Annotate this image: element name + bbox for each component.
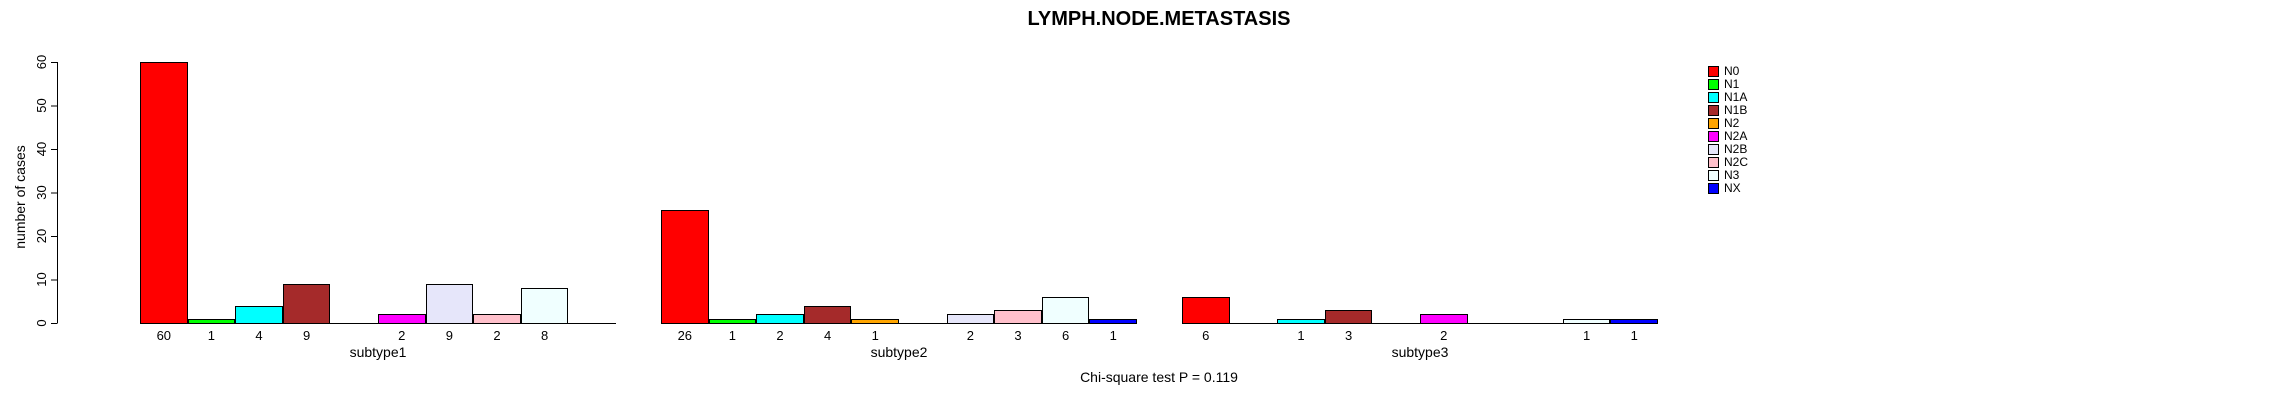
legend-label-N2C: N2C	[1724, 155, 1749, 169]
bar-subtype2-N0	[661, 209, 709, 324]
bar-value-label-subtype1-N1A: 4	[255, 328, 263, 343]
legend-color-swatch-N2B	[1708, 144, 1719, 155]
bar-subtype2-N2	[851, 318, 899, 324]
bar-subtype2-N2B	[946, 314, 995, 324]
legend-color-swatch-NX	[1708, 183, 1719, 194]
legend-color-swatch-N1A	[1708, 92, 1719, 103]
legend-label-N3: N3	[1724, 168, 1740, 182]
bar-value-label-subtype3-N1B: 3	[1344, 328, 1353, 343]
bar-value-label-subtype3-N2A: 2	[1440, 328, 1448, 343]
legend-item-N2: N2	[1708, 117, 1748, 130]
y-tick-label-60: 60	[34, 55, 49, 69]
bar-subtype3-N2A	[1420, 314, 1468, 324]
legend-color-swatch-N3	[1708, 170, 1719, 181]
bar-value-label-subtype3-NX: 1	[1630, 328, 1638, 343]
bar-value-label-subtype1-N3: 8	[540, 328, 549, 343]
bar-subtype1-N1A	[235, 305, 283, 324]
legend-label-NX: NX	[1724, 181, 1741, 195]
legend-label-N0: N0	[1724, 64, 1740, 78]
legend-label-N2: N2	[1724, 116, 1740, 130]
bar-subtype2-N1B	[803, 305, 852, 324]
bar-subtype1-N3	[520, 288, 569, 324]
legend-item-N1A: N1A	[1708, 91, 1748, 104]
bar-value-label-subtype1-N2B: 9	[445, 328, 454, 343]
chi-square-caption: Chi-square test P = 0.119	[1080, 369, 1238, 385]
legend-label-N1: N1	[1724, 77, 1740, 91]
bar-subtype1-N1B	[282, 283, 331, 324]
legend-color-swatch-N1B	[1708, 105, 1719, 116]
y-tick-label-20: 20	[34, 229, 49, 243]
y-tick-label-30: 30	[34, 185, 49, 199]
legend-item-N2B: N2B	[1708, 143, 1748, 156]
group-label-subtype1: subtype1	[349, 344, 407, 360]
bar-value-label-subtype2-N1A: 2	[776, 328, 784, 343]
bar-value-label-subtype2-N3: 6	[1061, 328, 1070, 343]
y-tick-label-50: 50	[34, 98, 49, 112]
bar-subtype3-N3	[1562, 318, 1611, 324]
bar-subtype2-NX	[1089, 318, 1137, 324]
bar-value-label-subtype1-N1B: 9	[302, 328, 311, 343]
group-label-subtype2: subtype2	[870, 344, 928, 360]
bar-value-label-subtype2-NX: 1	[1109, 328, 1117, 343]
legend-label-N2A: N2A	[1724, 129, 1748, 143]
bar-value-label-subtype2-N2B: 2	[966, 328, 975, 343]
legend-label-N1B: N1B	[1724, 103, 1748, 117]
legend-item-N3: N3	[1708, 169, 1748, 182]
bar-subtype3-N1B	[1324, 309, 1373, 324]
bar-subtype2-N1	[708, 318, 757, 324]
legend-color-swatch-N0	[1708, 66, 1719, 77]
x-axis-baseline-subtype2	[661, 323, 1137, 324]
legend-item-N1B: N1B	[1708, 104, 1748, 117]
bar-subtype2-N2C	[994, 309, 1042, 324]
legend-item-NX: NX	[1708, 182, 1748, 195]
legend-label-N1A: N1A	[1724, 90, 1748, 104]
bar-value-label-subtype1-N2C: 2	[493, 328, 501, 343]
bar-subtype2-N3	[1041, 296, 1090, 324]
chart-title: LYMPH.NODE.METASTASIS	[1027, 8, 1291, 30]
bar-value-label-subtype2-N0: 26	[677, 328, 693, 343]
bar-subtype1-N0	[140, 62, 188, 324]
legend-label-N2B: N2B	[1724, 142, 1748, 156]
bar-subtype3-N0	[1182, 296, 1230, 324]
bar-value-label-subtype3-N1A: 1	[1297, 328, 1305, 343]
legend-item-N1: N1	[1708, 78, 1748, 91]
bar-subtype2-N1A	[756, 314, 804, 324]
legend-item-N0: N0	[1708, 65, 1748, 78]
bar-subtype1-N2B	[425, 283, 474, 324]
bar-value-label-subtype1-N1: 1	[207, 328, 216, 343]
y-tick-label-10: 10	[34, 272, 49, 286]
bar-value-label-subtype3-N3: 1	[1582, 328, 1591, 343]
bar-value-label-subtype1-N2A: 2	[398, 328, 406, 343]
bar-subtype3-NX	[1610, 318, 1658, 324]
legend: N0 N1 N1A N1B N2 N2A N2B N2C N3 NX	[1708, 65, 1748, 195]
legend-color-swatch-N2C	[1708, 157, 1719, 168]
bar-subtype3-N1A	[1277, 318, 1325, 324]
bar-value-label-subtype1-N0: 60	[156, 328, 172, 343]
legend-item-N2C: N2C	[1708, 156, 1748, 169]
bar-value-label-subtype3-N0: 6	[1202, 328, 1210, 343]
bar-value-label-subtype2-N1: 1	[728, 328, 737, 343]
y-tick-label-40: 40	[34, 142, 49, 156]
bar-subtype1-N1	[187, 318, 236, 324]
group-label-subtype3: subtype3	[1391, 344, 1449, 360]
y-tick-label-0: 0	[34, 319, 49, 326]
bar-value-label-subtype2-N2: 1	[871, 328, 879, 343]
legend-color-swatch-N2A	[1708, 131, 1719, 142]
bar-value-label-subtype2-N2C: 3	[1014, 328, 1022, 343]
bar-subtype1-N2A	[378, 314, 426, 324]
legend-item-N2A: N2A	[1708, 130, 1748, 143]
legend-color-swatch-N2	[1708, 118, 1719, 129]
legend-color-swatch-N1	[1708, 79, 1719, 90]
y-axis-label: number of cases	[12, 145, 28, 249]
bar-subtype1-N2C	[473, 314, 521, 324]
bar-value-label-subtype2-N1B: 4	[823, 328, 832, 343]
